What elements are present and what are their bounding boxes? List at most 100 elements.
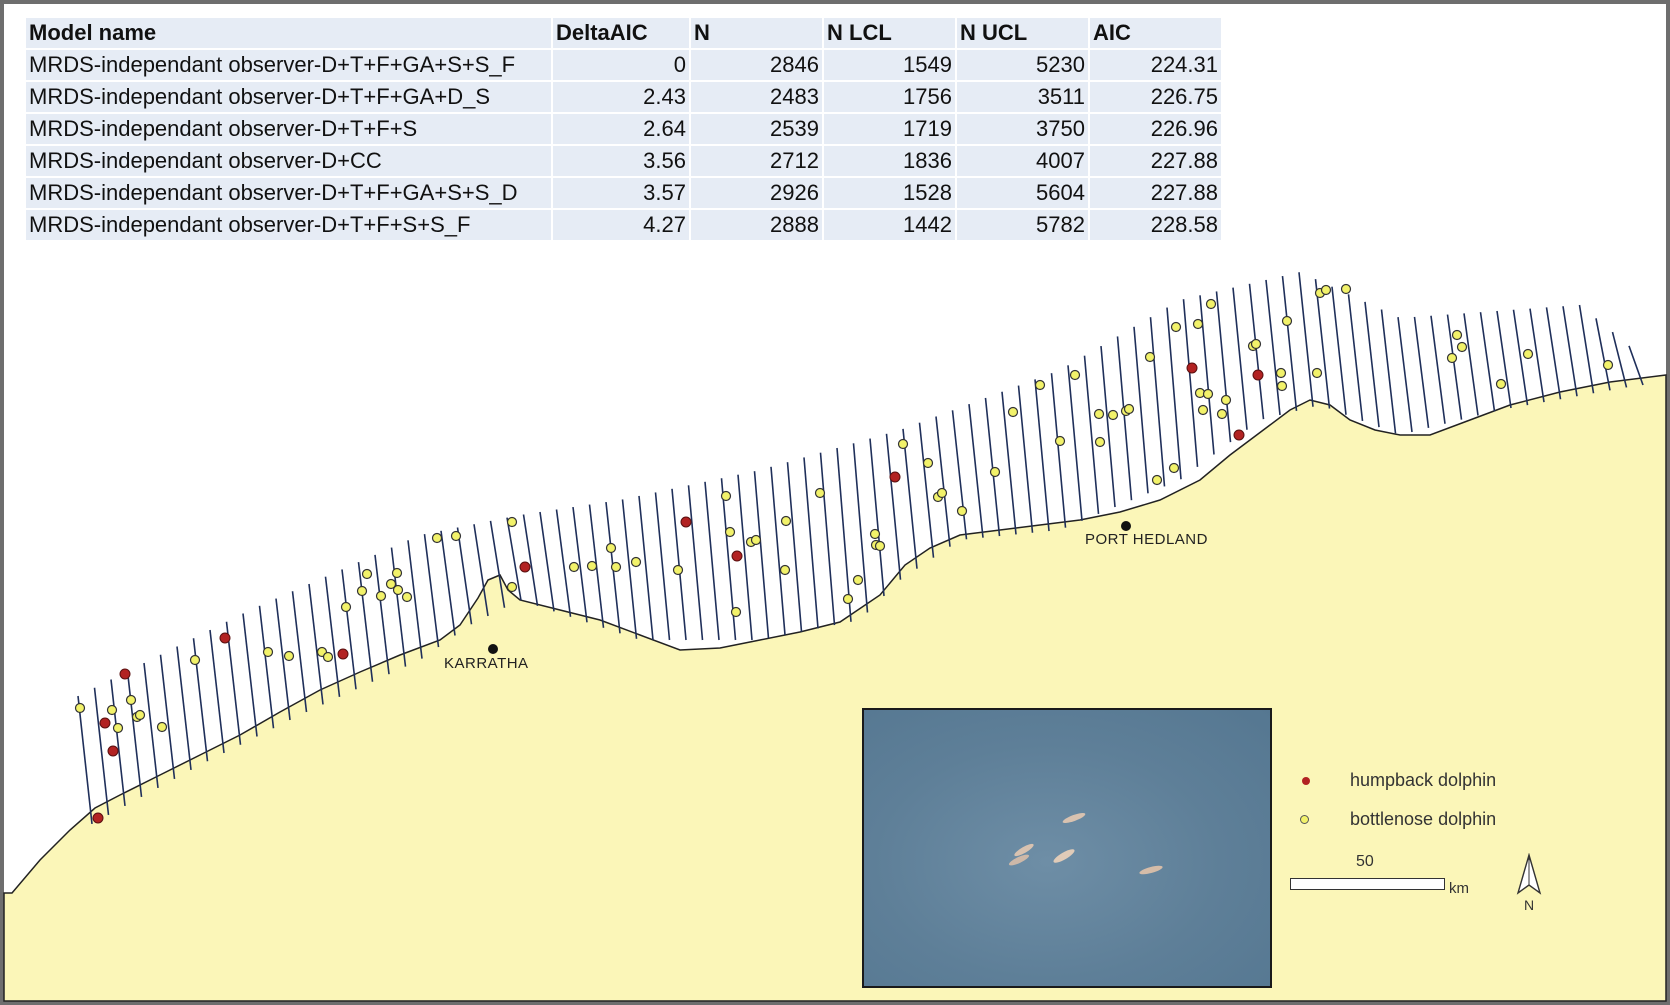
cell-n-ucl: 4007	[957, 146, 1088, 176]
bottlenose-sighting-marker	[610, 561, 622, 573]
cell-n-lcl: 1442	[824, 210, 955, 240]
cell-aic: 224.31	[1090, 50, 1221, 80]
bottlenose-sighting-marker	[506, 516, 518, 528]
cell-n-lcl: 1528	[824, 178, 955, 208]
cell-n-ucl: 5230	[957, 50, 1088, 80]
north-label: N	[1524, 897, 1535, 913]
dolphin-shape	[1139, 865, 1163, 875]
bottlenose-sighting-marker	[106, 704, 118, 716]
transect-line	[869, 438, 885, 597]
transect-line	[654, 492, 671, 641]
bottlenose-sighting-marker	[506, 581, 518, 593]
karratha-town-marker	[488, 644, 498, 654]
port-hedland-label: PORT HEDLAND	[1085, 531, 1208, 548]
transect-line	[1265, 279, 1281, 416]
bottlenose-sighting-marker	[1107, 409, 1119, 421]
transect-line	[770, 466, 786, 636]
transect-line	[984, 397, 1001, 537]
bottlenose-sighting-marker	[568, 561, 580, 573]
aerial-photo-inset	[862, 708, 1272, 988]
bottlenose-sighting-marker	[401, 591, 413, 603]
humpback-sighting-marker	[889, 471, 901, 483]
transect-line	[572, 506, 588, 623]
bottlenose-sighting-marker	[1451, 329, 1463, 341]
humpback-sighting-marker	[519, 561, 531, 573]
bottlenose-sighting-marker	[262, 646, 274, 658]
transect-line	[225, 621, 242, 745]
transect-line	[374, 554, 390, 675]
bottlenose-sighting-marker	[780, 515, 792, 527]
cell-aic: 227.88	[1090, 178, 1221, 208]
transect-line	[621, 499, 638, 639]
header-n-lcl: N LCL	[824, 18, 955, 48]
transect-line	[671, 488, 687, 641]
header-delta-aic: DeltaAIC	[553, 18, 689, 48]
humpback-sighting-marker	[92, 812, 104, 824]
transect-line	[836, 447, 852, 622]
transect-line	[1430, 315, 1446, 424]
transect-line	[1479, 312, 1496, 412]
transect-line	[1595, 318, 1611, 391]
transect-line	[1463, 313, 1479, 416]
bottlenose-sighting-marker	[356, 585, 368, 597]
port-hedland-town-marker	[1121, 521, 1131, 531]
cell-model-name: MRDS-independant observer-D+CC	[26, 146, 551, 176]
humpback-sighting-marker	[731, 550, 743, 562]
bottlenose-sighting-marker	[189, 654, 201, 666]
bottlenose-sighting-marker	[1522, 348, 1534, 360]
transect-line	[440, 530, 456, 636]
table-row: MRDS-independant observer-D+CC 3.56 2712…	[26, 146, 1221, 176]
bottlenose-sighting-marker	[1151, 474, 1163, 486]
bottlenose-sighting-marker	[897, 438, 909, 450]
transect-line	[753, 471, 770, 639]
transect-line	[390, 547, 407, 667]
bottlenose-sighting-marker	[750, 534, 762, 546]
table-row: MRDS-independant observer-D+T+F+S+S_F 4.…	[26, 210, 1221, 240]
transect-line	[687, 485, 704, 641]
cell-n-lcl: 1836	[824, 146, 955, 176]
transect-line	[324, 576, 341, 697]
cell-n: 2712	[691, 146, 822, 176]
transect-line	[737, 474, 753, 641]
humpback-sighting-marker	[1233, 429, 1245, 441]
scale-bar-value: 50	[1356, 853, 1374, 870]
transect-line	[819, 452, 836, 626]
cell-n-lcl: 1719	[824, 114, 955, 144]
transect-line	[1628, 345, 1644, 386]
transect-line	[1133, 326, 1149, 494]
transect-line	[1347, 294, 1364, 422]
bottlenose-sighting-marker	[1007, 406, 1019, 418]
humpback-legend-marker	[1302, 777, 1310, 785]
bottlenose-sighting-marker	[1456, 341, 1468, 353]
transect-line	[1529, 308, 1545, 403]
transect-line	[275, 598, 291, 721]
transect-line	[1397, 316, 1413, 433]
dolphin-shape	[1014, 843, 1034, 857]
transect-line	[1166, 307, 1182, 480]
transect-line	[423, 534, 440, 648]
land-mass	[3, 374, 1667, 1002]
transect-line	[456, 527, 473, 625]
transect-line	[1100, 346, 1116, 508]
bottlenose-sighting-marker	[724, 526, 736, 538]
bottlenose-sighting-marker	[1250, 338, 1262, 350]
transect-line	[473, 524, 489, 617]
bottlenose-sighting-marker	[1123, 403, 1135, 415]
transect-line	[1364, 301, 1380, 428]
transect-line	[1067, 365, 1083, 521]
cell-n: 2888	[691, 210, 822, 240]
bottlenose-sighting-marker	[672, 564, 684, 576]
bottlenose-sighting-marker	[391, 567, 403, 579]
bottlenose-sighting-marker	[1170, 321, 1182, 333]
cell-delta-aic: 2.43	[553, 82, 689, 112]
bottlenose-sighting-marker	[936, 487, 948, 499]
humpback-sighting-marker	[1252, 369, 1264, 381]
bottlenose-sighting-marker	[1216, 408, 1228, 420]
bottlenose-sighting-marker	[375, 590, 387, 602]
dolphin-shape	[1053, 849, 1075, 863]
transect-line	[1050, 373, 1067, 528]
scale-bar-unit: km	[1449, 880, 1469, 897]
bottlenose-sighting-marker	[385, 578, 397, 590]
bottlenose-sighting-marker	[852, 574, 864, 586]
cell-model-name: MRDS-independant observer-D+T+F+GA+D_S	[26, 82, 551, 112]
